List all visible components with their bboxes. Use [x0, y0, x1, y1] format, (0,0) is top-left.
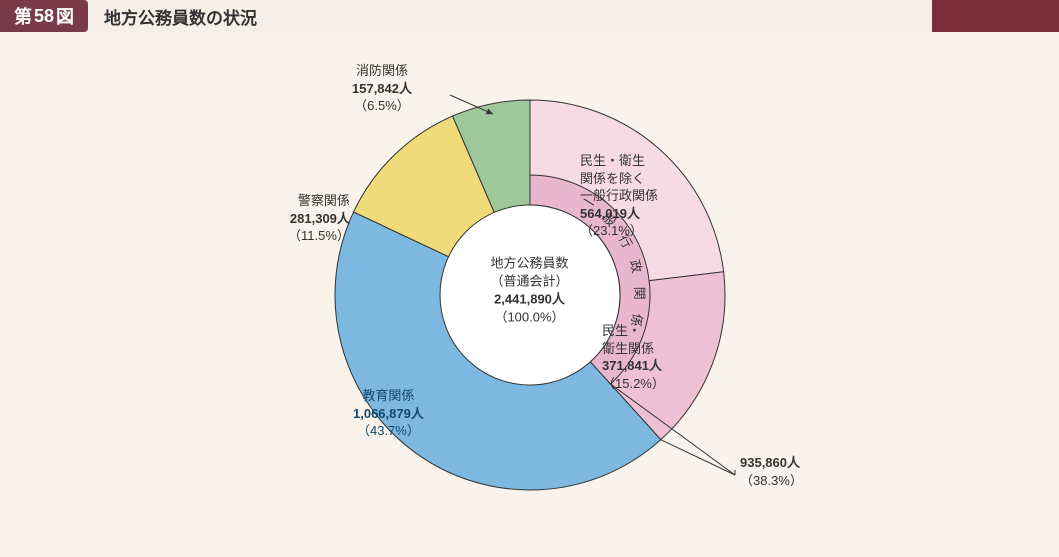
label-welfare: 民生・ 衛生関係 371,841人 （15.2%）	[602, 322, 665, 392]
badge-number: 58	[34, 6, 54, 27]
figure-header: 第 58 図 地方公務員数の状況	[0, 0, 1059, 32]
label-education: 教育関係 1,066,879人 （43.7%）	[353, 387, 424, 440]
chart-area: 一 般 行 政 関 係 地方公務員数 （普通会計） 2,441,890人 （10…	[0, 32, 1059, 557]
center-pct: （100.0%）	[490, 308, 568, 326]
label-combined-admin: 935,860人 （38.3%）	[740, 454, 803, 489]
figure-title: 地方公務員数の状況	[88, 0, 273, 32]
label-admin-excl: 民生・衛生 関係を除く 一般行政関係 564,019人 （23.1%）	[580, 152, 658, 240]
figure-number-badge: 第 58 図	[0, 0, 88, 32]
center-value: 2,441,890人	[490, 290, 568, 308]
label-police: 警察関係 281,309人 （11.5%）	[288, 192, 350, 245]
leader-line	[660, 439, 734, 474]
center-label: 地方公務員数 （普通会計） 2,441,890人 （100.0%）	[490, 254, 568, 327]
badge-suffix: 図	[56, 3, 74, 29]
badge-prefix: 第	[14, 3, 32, 29]
center-line1: 地方公務員数	[490, 254, 568, 272]
label-fire: 消防関係 157,842人 （6.5%）	[352, 62, 412, 115]
center-line2: （普通会計）	[490, 272, 568, 290]
